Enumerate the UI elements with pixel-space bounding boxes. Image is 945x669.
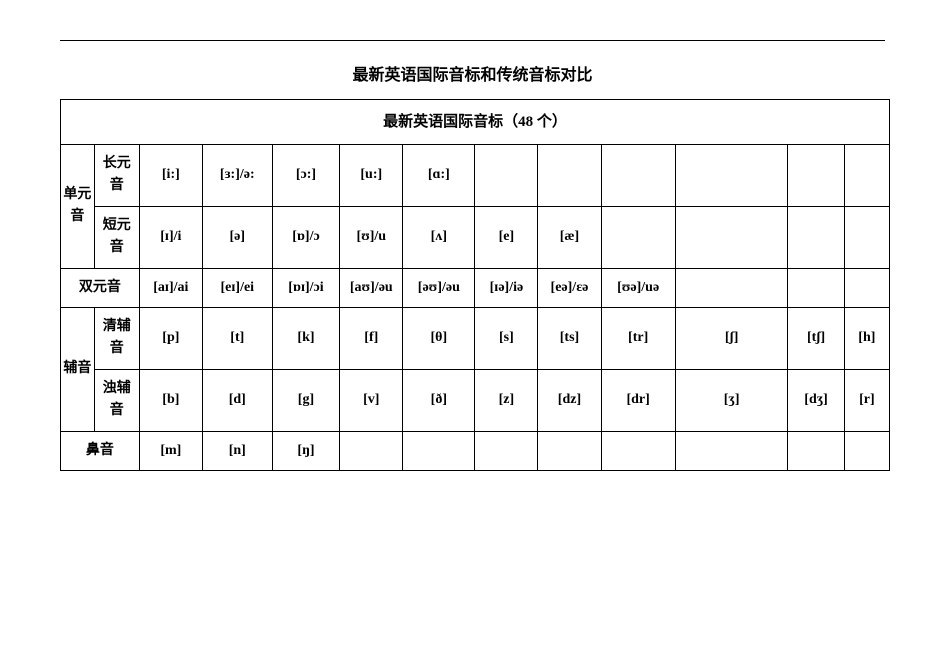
ns-e4 xyxy=(538,431,601,470)
lv-2: [ɜ:]/ə: xyxy=(202,145,272,207)
sv-5: [ʌ] xyxy=(403,206,475,268)
row-diphthongs: 双元音 [aɪ]/ai [eɪ]/ei [ɒɪ]/ɔi [aʊ]/əu [əʊ]… xyxy=(61,268,890,307)
sv-e4 xyxy=(844,206,889,268)
subtitle-cell: 最新英语国际音标（48 个） xyxy=(61,100,890,145)
dp-7: [eə]/ɛə xyxy=(538,268,601,307)
label-qing-fu-yin: 清辅音 xyxy=(94,307,139,369)
vl-2: [t] xyxy=(202,307,272,369)
ns-e7 xyxy=(788,431,844,470)
label-chang-yuan-yin: 长元音 xyxy=(94,145,139,207)
dp-e2 xyxy=(788,268,844,307)
vd-8: [dr] xyxy=(601,369,675,431)
sv-e2 xyxy=(675,206,788,268)
vl-11: [h] xyxy=(844,307,889,369)
ns-e3 xyxy=(475,431,538,470)
sv-2: [ə] xyxy=(202,206,272,268)
dp-6: [ɪə]/iə xyxy=(475,268,538,307)
dp-4: [aʊ]/əu xyxy=(340,268,403,307)
lv-e5 xyxy=(788,145,844,207)
dp-3: [ɒɪ]/ɔi xyxy=(272,268,340,307)
ns-1: [m] xyxy=(139,431,202,470)
ns-e8 xyxy=(844,431,889,470)
row-short-vowels: 短元音 [ɪ]/i [ə] [ɒ]/ɔ [ʊ]/u [ʌ] [e] [æ] xyxy=(61,206,890,268)
dp-1: [aɪ]/ai xyxy=(139,268,202,307)
vl-5: [θ] xyxy=(403,307,475,369)
row-long-vowels: 单元音 长元音 [i:] [ɜ:]/ə: [ɔ:] [u:] [ɑ:] xyxy=(61,145,890,207)
dp-e3 xyxy=(844,268,889,307)
vd-5: [ð] xyxy=(403,369,475,431)
ns-3: [ŋ] xyxy=(272,431,340,470)
vl-7: [ts] xyxy=(538,307,601,369)
lv-3: [ɔ:] xyxy=(272,145,340,207)
label-shuang-yuan-yin: 双元音 xyxy=(61,268,140,307)
sv-e1 xyxy=(601,206,675,268)
lv-1: [i:] xyxy=(139,145,202,207)
vl-10: [tʃ] xyxy=(788,307,844,369)
dp-5: [əʊ]/əu xyxy=(403,268,475,307)
vl-4: [f] xyxy=(340,307,403,369)
dp-2: [eɪ]/ei xyxy=(202,268,272,307)
vl-9: [ʃ] xyxy=(675,307,788,369)
ns-e2 xyxy=(403,431,475,470)
ns-e6 xyxy=(675,431,788,470)
dp-8: [ʊə]/uə xyxy=(601,268,675,307)
lv-4: [u:] xyxy=(340,145,403,207)
vd-2: [d] xyxy=(202,369,272,431)
lv-5: [ɑ:] xyxy=(403,145,475,207)
label-duan-yuan-yin: 短元音 xyxy=(94,206,139,268)
top-rule xyxy=(60,40,885,41)
sv-4: [ʊ]/u xyxy=(340,206,403,268)
vd-1: [b] xyxy=(139,369,202,431)
sv-3: [ɒ]/ɔ xyxy=(272,206,340,268)
subtitle-row: 最新英语国际音标（48 个） xyxy=(61,100,890,145)
vd-10: [dʒ] xyxy=(788,369,844,431)
vd-6: [z] xyxy=(475,369,538,431)
page-title: 最新英语国际音标和传统音标对比 xyxy=(60,61,885,85)
vl-6: [s] xyxy=(475,307,538,369)
sv-7: [æ] xyxy=(538,206,601,268)
lv-e3 xyxy=(601,145,675,207)
lv-e2 xyxy=(538,145,601,207)
row-voiced: 浊辅音 [b] [d] [g] [v] [ð] [z] [dz] [dr] [ʒ… xyxy=(61,369,890,431)
ns-e1 xyxy=(340,431,403,470)
ns-2: [n] xyxy=(202,431,272,470)
vd-3: [g] xyxy=(272,369,340,431)
ns-e5 xyxy=(601,431,675,470)
vd-9: [ʒ] xyxy=(675,369,788,431)
row-nasal: 鼻音 [m] [n] [ŋ] xyxy=(61,431,890,470)
vd-7: [dz] xyxy=(538,369,601,431)
dp-e1 xyxy=(675,268,788,307)
label-zhuo-fu-yin: 浊辅音 xyxy=(94,369,139,431)
vl-1: [p] xyxy=(139,307,202,369)
sv-6: [e] xyxy=(475,206,538,268)
lv-e4 xyxy=(675,145,788,207)
sv-e3 xyxy=(788,206,844,268)
ipa-table: 最新英语国际音标（48 个） 单元音 长元音 [i:] [ɜ:]/ə: [ɔ:]… xyxy=(60,99,890,471)
vl-3: [k] xyxy=(272,307,340,369)
label-dan-yuan-yin: 单元音 xyxy=(61,145,95,269)
row-voiceless: 辅音 清辅音 [p] [t] [k] [f] [θ] [s] [ts] [tr]… xyxy=(61,307,890,369)
lv-e6 xyxy=(844,145,889,207)
sv-1: [ɪ]/i xyxy=(139,206,202,268)
vd-4: [v] xyxy=(340,369,403,431)
label-fu-yin: 辅音 xyxy=(61,307,95,431)
lv-e1 xyxy=(475,145,538,207)
vd-11: [r] xyxy=(844,369,889,431)
vl-8: [tr] xyxy=(601,307,675,369)
label-bi-yin: 鼻音 xyxy=(61,431,140,470)
